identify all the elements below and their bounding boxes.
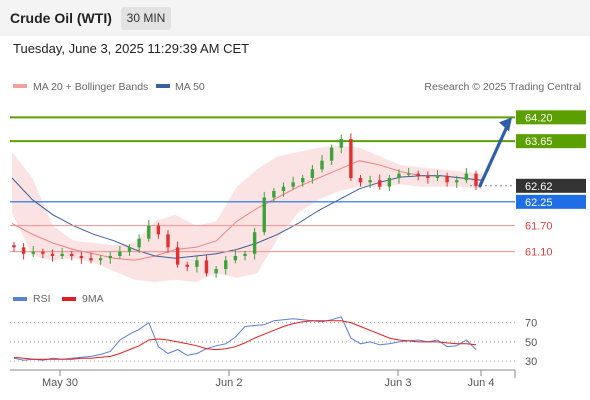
- x-tick-label: May 30: [42, 377, 78, 389]
- candle: [464, 173, 469, 181]
- ma50-line: [11, 175, 483, 259]
- candle: [358, 178, 363, 183]
- level-label-64.20: 64.20: [525, 112, 553, 124]
- legend-label-9ma: 9MA: [82, 293, 104, 305]
- x-axis: May 30 Jun 2 Jun 3 Jun 4: [42, 370, 495, 389]
- candle: [204, 260, 209, 274]
- credit-text: Research © 2025 Trading Central: [424, 81, 581, 93]
- candle: [272, 191, 276, 198]
- candle: [79, 256, 84, 259]
- candle: [406, 173, 411, 175]
- level-box-64.20: [516, 110, 586, 125]
- bollinger-band-area: [12, 145, 482, 282]
- rsi-tick-30: 30: [525, 356, 537, 368]
- candle: [262, 197, 266, 233]
- candle: [98, 258, 103, 261]
- legend-label-ma20: MA 20 + Bollinger Bands: [33, 81, 148, 93]
- legend-swatch-9ma: [62, 297, 76, 301]
- candle: [339, 139, 343, 148]
- candle: [455, 180, 459, 183]
- legend-label-rsi: RSI: [33, 293, 51, 305]
- candle: [387, 178, 392, 187]
- x-tick-label: Jun 3: [385, 377, 412, 389]
- level-box-63.65: [516, 134, 586, 149]
- candle: [474, 173, 478, 186]
- candle: [233, 256, 238, 261]
- candle: [320, 160, 324, 170]
- candle: [214, 269, 218, 274]
- instrument-title: Crude Oil (WTI): [10, 10, 112, 26]
- level-box-62.25: [516, 194, 586, 209]
- candle: [195, 260, 199, 267]
- price-plot: 64.20 63.65 62.62 62.25 61.70 61.10: [10, 110, 586, 282]
- candle: [426, 175, 430, 178]
- candle: [12, 245, 16, 248]
- candle: [41, 251, 45, 254]
- candle: [368, 180, 372, 183]
- candle: [60, 253, 64, 256]
- level-label-62.25: 62.25: [525, 197, 553, 209]
- candle: [21, 247, 26, 254]
- forecast-arrow-head: [499, 117, 512, 132]
- rsi-tick-70: 70: [525, 318, 537, 330]
- candle: [70, 253, 74, 256]
- candle: [50, 253, 55, 256]
- legend-label-ma50: MA 50: [175, 81, 205, 93]
- rsi-line: [13, 316, 477, 361]
- candle: [156, 225, 161, 235]
- candle: [243, 253, 247, 256]
- candle: [310, 169, 315, 178]
- candle: [291, 182, 295, 187]
- top-bar: [0, 0, 590, 36]
- candle: [224, 260, 228, 269]
- candle: [378, 180, 382, 187]
- candle: [147, 225, 151, 239]
- level-label-61.10: 61.10: [525, 247, 553, 259]
- candle: [281, 186, 286, 191]
- rsi-plot: 70 50 30: [10, 316, 537, 368]
- rsi-9ma-line: [13, 320, 477, 360]
- candle: [416, 173, 420, 176]
- candle: [166, 234, 170, 248]
- candle: [118, 251, 122, 256]
- candle: [108, 256, 112, 259]
- legend-swatch-ma50: [156, 84, 170, 88]
- candle: [252, 232, 257, 254]
- level-label-62.62: 62.62: [525, 181, 553, 193]
- level-label-63.65: 63.65: [525, 136, 553, 148]
- x-tick-label: Jun 2: [216, 377, 243, 389]
- candle: [89, 258, 93, 261]
- candle: [31, 251, 35, 254]
- candle: [127, 247, 132, 252]
- legend-swatch-rsi: [13, 297, 27, 301]
- ma20-line: [11, 160, 483, 261]
- candle: [349, 139, 353, 178]
- level-box-62.62: [516, 178, 586, 193]
- timestamp: Tuesday, June 3, 2025 11:29:39 AM CET: [13, 41, 250, 56]
- candle: [185, 264, 189, 267]
- legend-swatch-ma20: [13, 84, 27, 88]
- x-tick-label: Jun 4: [468, 377, 495, 389]
- candle: [445, 175, 449, 183]
- timeframe-badge[interactable]: 30 MIN: [121, 7, 171, 30]
- candle: [175, 247, 180, 265]
- candle: [397, 173, 401, 178]
- rsi-tick-50: 50: [525, 337, 537, 349]
- candle: [435, 175, 440, 178]
- candle: [301, 178, 305, 183]
- forecast-arrow-shaft: [478, 122, 510, 188]
- candle: [137, 238, 141, 248]
- level-label-61.70: 61.70: [525, 221, 553, 233]
- candle: [329, 147, 334, 161]
